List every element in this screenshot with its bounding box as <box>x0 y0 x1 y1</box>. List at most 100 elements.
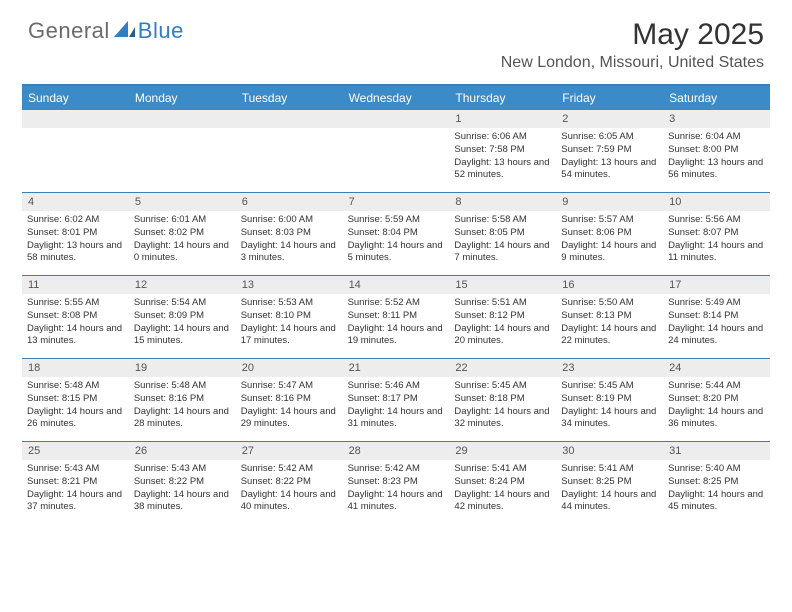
calendar-day-cell <box>129 110 236 192</box>
calendar-week-row: 11Sunrise: 5:55 AMSunset: 8:08 PMDayligh… <box>22 275 770 358</box>
day-details: Sunrise: 6:06 AMSunset: 7:58 PMDaylight:… <box>449 128 556 186</box>
calendar-day-cell: 15Sunrise: 5:51 AMSunset: 8:12 PMDayligh… <box>449 276 556 358</box>
day-number: 16 <box>556 276 663 294</box>
sunset-text: Sunset: 8:16 PM <box>134 393 231 406</box>
calendar: SundayMondayTuesdayWednesdayThursdayFrid… <box>22 84 770 524</box>
sunrise-text: Sunrise: 5:41 AM <box>454 463 551 476</box>
day-number <box>22 110 129 128</box>
day-number <box>343 110 450 128</box>
sunrise-text: Sunrise: 5:40 AM <box>668 463 765 476</box>
calendar-day-cell: 2Sunrise: 6:05 AMSunset: 7:59 PMDaylight… <box>556 110 663 192</box>
sunset-text: Sunset: 8:16 PM <box>241 393 338 406</box>
sunrise-text: Sunrise: 6:01 AM <box>134 214 231 227</box>
weekday-header-cell: Wednesday <box>343 86 450 110</box>
sunset-text: Sunset: 8:17 PM <box>348 393 445 406</box>
sunrise-text: Sunrise: 6:06 AM <box>454 131 551 144</box>
daylight-text: Daylight: 14 hours and 17 minutes. <box>241 323 338 349</box>
calendar-day-cell: 18Sunrise: 5:48 AMSunset: 8:15 PMDayligh… <box>22 359 129 441</box>
sunset-text: Sunset: 8:19 PM <box>561 393 658 406</box>
calendar-day-cell <box>343 110 450 192</box>
day-details: Sunrise: 5:55 AMSunset: 8:08 PMDaylight:… <box>22 294 129 352</box>
sunrise-text: Sunrise: 6:00 AM <box>241 214 338 227</box>
calendar-day-cell: 20Sunrise: 5:47 AMSunset: 8:16 PMDayligh… <box>236 359 343 441</box>
calendar-day-cell: 3Sunrise: 6:04 AMSunset: 8:00 PMDaylight… <box>663 110 770 192</box>
sunset-text: Sunset: 7:59 PM <box>561 144 658 157</box>
day-details: Sunrise: 5:41 AMSunset: 8:25 PMDaylight:… <box>556 460 663 518</box>
sunrise-text: Sunrise: 5:58 AM <box>454 214 551 227</box>
calendar-week-row: 1Sunrise: 6:06 AMSunset: 7:58 PMDaylight… <box>22 110 770 192</box>
calendar-day-cell <box>22 110 129 192</box>
day-number: 13 <box>236 276 343 294</box>
day-details: Sunrise: 5:45 AMSunset: 8:18 PMDaylight:… <box>449 377 556 435</box>
sunrise-text: Sunrise: 5:52 AM <box>348 297 445 310</box>
calendar-day-cell: 12Sunrise: 5:54 AMSunset: 8:09 PMDayligh… <box>129 276 236 358</box>
day-details: Sunrise: 5:41 AMSunset: 8:24 PMDaylight:… <box>449 460 556 518</box>
sunset-text: Sunset: 8:07 PM <box>668 227 765 240</box>
day-details: Sunrise: 5:50 AMSunset: 8:13 PMDaylight:… <box>556 294 663 352</box>
sunset-text: Sunset: 8:13 PM <box>561 310 658 323</box>
calendar-day-cell: 5Sunrise: 6:01 AMSunset: 8:02 PMDaylight… <box>129 193 236 275</box>
calendar-week-row: 18Sunrise: 5:48 AMSunset: 8:15 PMDayligh… <box>22 358 770 441</box>
sunrise-text: Sunrise: 5:53 AM <box>241 297 338 310</box>
calendar-day-cell: 9Sunrise: 5:57 AMSunset: 8:06 PMDaylight… <box>556 193 663 275</box>
daylight-text: Daylight: 14 hours and 37 minutes. <box>27 489 124 515</box>
sunset-text: Sunset: 8:21 PM <box>27 476 124 489</box>
daylight-text: Daylight: 14 hours and 22 minutes. <box>561 323 658 349</box>
brand-text-general: General <box>28 18 110 44</box>
day-number: 30 <box>556 442 663 460</box>
day-number: 7 <box>343 193 450 211</box>
day-details: Sunrise: 5:48 AMSunset: 8:15 PMDaylight:… <box>22 377 129 435</box>
calendar-day-cell: 27Sunrise: 5:42 AMSunset: 8:22 PMDayligh… <box>236 442 343 524</box>
sunrise-text: Sunrise: 6:02 AM <box>27 214 124 227</box>
calendar-week-row: 25Sunrise: 5:43 AMSunset: 8:21 PMDayligh… <box>22 441 770 524</box>
day-number: 26 <box>129 442 236 460</box>
day-details: Sunrise: 5:42 AMSunset: 8:23 PMDaylight:… <box>343 460 450 518</box>
calendar-day-cell: 8Sunrise: 5:58 AMSunset: 8:05 PMDaylight… <box>449 193 556 275</box>
daylight-text: Daylight: 13 hours and 54 minutes. <box>561 157 658 183</box>
day-number: 27 <box>236 442 343 460</box>
brand-text-blue: Blue <box>138 18 184 44</box>
sunrise-text: Sunrise: 5:48 AM <box>27 380 124 393</box>
day-details: Sunrise: 5:45 AMSunset: 8:19 PMDaylight:… <box>556 377 663 435</box>
sunrise-text: Sunrise: 6:04 AM <box>668 131 765 144</box>
calendar-week-row: 4Sunrise: 6:02 AMSunset: 8:01 PMDaylight… <box>22 192 770 275</box>
day-number: 1 <box>449 110 556 128</box>
day-number: 29 <box>449 442 556 460</box>
sunrise-text: Sunrise: 5:55 AM <box>27 297 124 310</box>
daylight-text: Daylight: 14 hours and 24 minutes. <box>668 323 765 349</box>
day-number: 20 <box>236 359 343 377</box>
day-details: Sunrise: 6:05 AMSunset: 7:59 PMDaylight:… <box>556 128 663 186</box>
day-number: 4 <box>22 193 129 211</box>
sunrise-text: Sunrise: 5:50 AM <box>561 297 658 310</box>
sunset-text: Sunset: 8:20 PM <box>668 393 765 406</box>
calendar-day-cell: 14Sunrise: 5:52 AMSunset: 8:11 PMDayligh… <box>343 276 450 358</box>
sunset-text: Sunset: 8:23 PM <box>348 476 445 489</box>
daylight-text: Daylight: 14 hours and 42 minutes. <box>454 489 551 515</box>
day-number: 3 <box>663 110 770 128</box>
calendar-day-cell: 30Sunrise: 5:41 AMSunset: 8:25 PMDayligh… <box>556 442 663 524</box>
daylight-text: Daylight: 14 hours and 29 minutes. <box>241 406 338 432</box>
weekday-header-cell: Thursday <box>449 86 556 110</box>
sunrise-text: Sunrise: 5:51 AM <box>454 297 551 310</box>
day-details: Sunrise: 5:52 AMSunset: 8:11 PMDaylight:… <box>343 294 450 352</box>
day-details: Sunrise: 5:56 AMSunset: 8:07 PMDaylight:… <box>663 211 770 269</box>
sunset-text: Sunset: 8:08 PM <box>27 310 124 323</box>
sunrise-text: Sunrise: 5:49 AM <box>668 297 765 310</box>
weekday-header-cell: Sunday <box>22 86 129 110</box>
day-number: 31 <box>663 442 770 460</box>
sunset-text: Sunset: 8:22 PM <box>134 476 231 489</box>
day-details: Sunrise: 6:02 AMSunset: 8:01 PMDaylight:… <box>22 211 129 269</box>
calendar-day-cell: 26Sunrise: 5:43 AMSunset: 8:22 PMDayligh… <box>129 442 236 524</box>
sunrise-text: Sunrise: 5:56 AM <box>668 214 765 227</box>
day-details: Sunrise: 6:04 AMSunset: 8:00 PMDaylight:… <box>663 128 770 186</box>
sunset-text: Sunset: 8:06 PM <box>561 227 658 240</box>
calendar-day-cell: 19Sunrise: 5:48 AMSunset: 8:16 PMDayligh… <box>129 359 236 441</box>
day-details <box>236 128 343 135</box>
weekday-header-cell: Tuesday <box>236 86 343 110</box>
day-details: Sunrise: 5:48 AMSunset: 8:16 PMDaylight:… <box>129 377 236 435</box>
sunset-text: Sunset: 8:11 PM <box>348 310 445 323</box>
daylight-text: Daylight: 14 hours and 5 minutes. <box>348 240 445 266</box>
sunrise-text: Sunrise: 5:54 AM <box>134 297 231 310</box>
sunset-text: Sunset: 8:14 PM <box>668 310 765 323</box>
day-details: Sunrise: 5:46 AMSunset: 8:17 PMDaylight:… <box>343 377 450 435</box>
